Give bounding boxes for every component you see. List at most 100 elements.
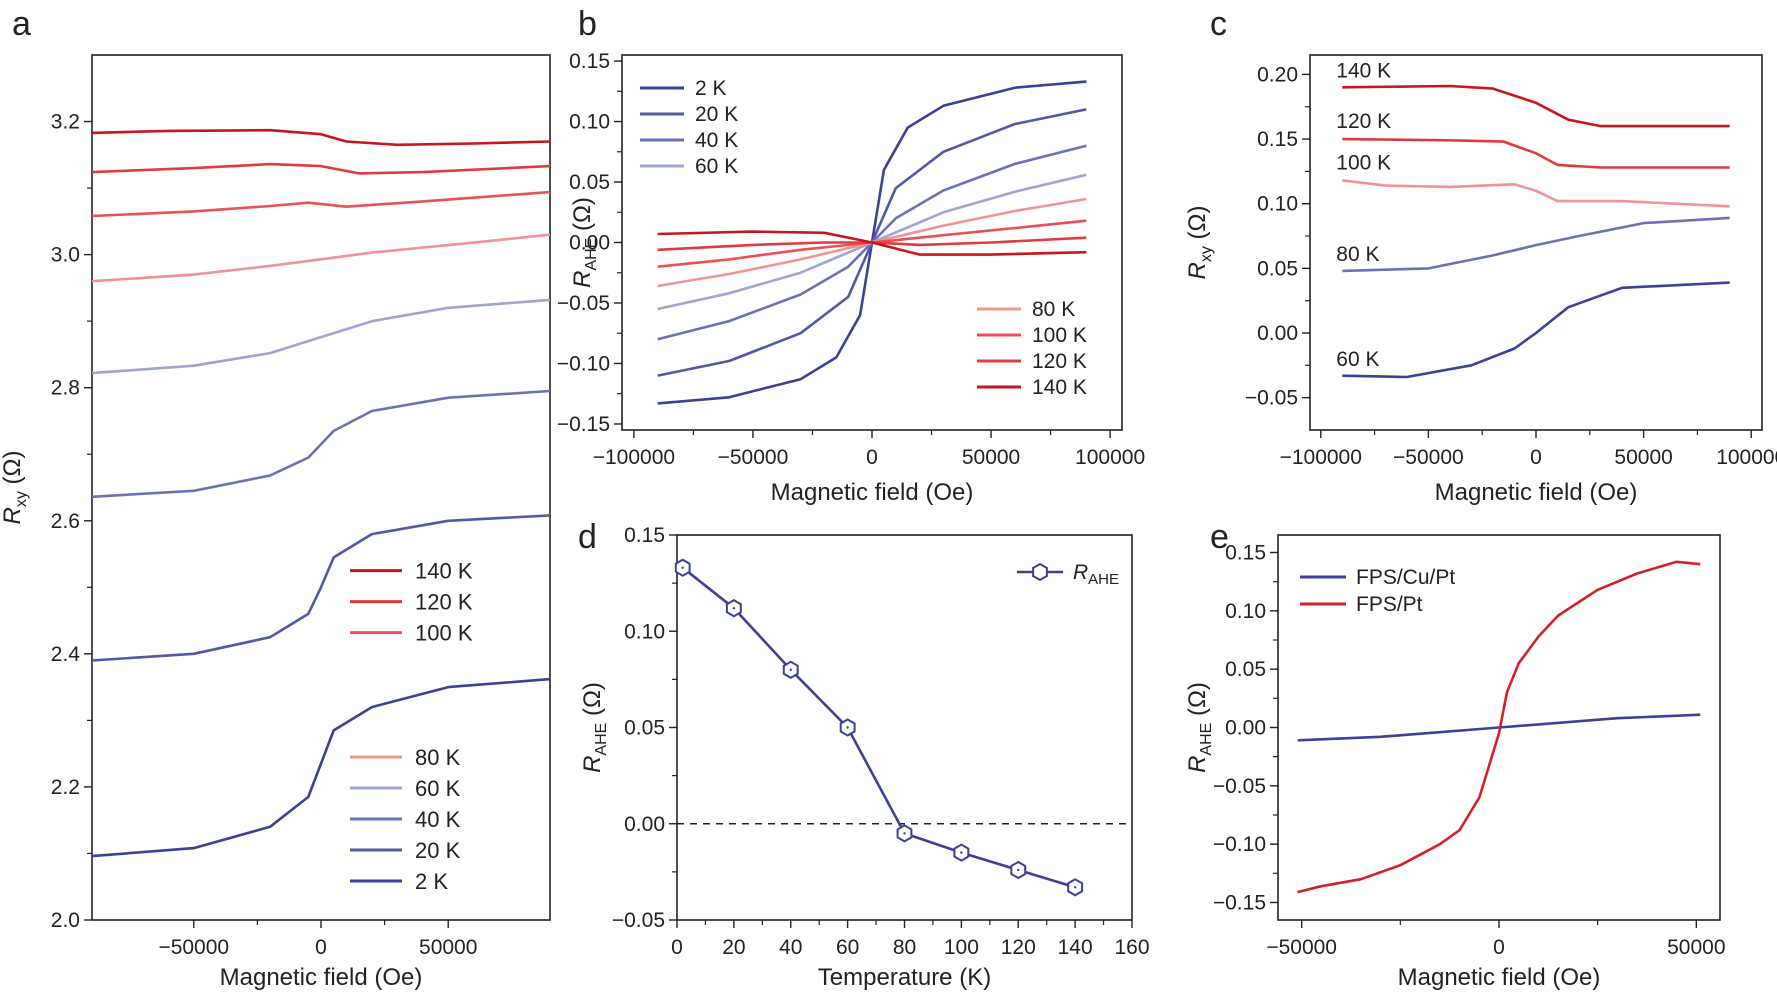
legend-label: 80 K (415, 745, 461, 770)
y-tick-label-a: 3.0 (51, 244, 80, 267)
y-tick-label-e: 0.15 (1225, 542, 1266, 565)
y-tick-label-a: 3.2 (51, 111, 80, 134)
series-line-a-2 (91, 190, 551, 218)
y-tick-label-e: 0.10 (1225, 600, 1266, 623)
y-tick-label-a: 2.4 (51, 643, 81, 666)
y-tick-label-a: 2.2 (51, 776, 80, 799)
y-tick-label-c: −0.05 (1245, 387, 1298, 410)
x-tick-label-d: 20 (722, 936, 745, 959)
series-line-a-1 (91, 162, 551, 175)
y-tick-label-d: 0.15 (624, 524, 665, 547)
series-line-a-0 (91, 128, 551, 147)
x-tick-label-e: 50000 (1667, 936, 1725, 959)
x-tick-label-c: 0 (1530, 446, 1542, 469)
y-label-sub: AHE (1198, 723, 1215, 756)
y-tick-label-d: 0.10 (624, 620, 665, 643)
x-tick-label-a: 50000 (419, 936, 477, 959)
panel-letter-a: a (12, 5, 31, 43)
panel-b: b −100000 −50000 0 50000 100000 −0.15 −0.10 −0.0… (557, 5, 1145, 506)
series-inline-label: 120 K (1336, 110, 1391, 133)
y-tick-label-b: −0.05 (557, 292, 610, 315)
legend-label: 2 K (695, 77, 727, 100)
y-label-sub: xy (1198, 246, 1215, 262)
series-inline-label: 60 K (1336, 348, 1379, 371)
panel-e: e −50000 0 50000 −0.15 −0.10 −0.05 0.00 0.05 0.10… (1184, 518, 1726, 991)
x-axis-label-d: Temperature (K) (818, 964, 991, 991)
legend-marker (1032, 562, 1048, 582)
x-tick-label-e: −50000 (1266, 936, 1337, 959)
legend-label: 80 K (1032, 298, 1075, 321)
y-label-unit: (Ω) (0, 451, 26, 492)
y-tick-label-d: 0.05 (624, 717, 665, 740)
y-label-unit: (Ω) (1184, 682, 1211, 723)
legend-label: 140 K (1032, 376, 1087, 399)
data-point-dot (1073, 886, 1077, 889)
legend-label: 2 K (415, 869, 448, 894)
series-inline-label: 140 K (1336, 60, 1391, 83)
legend-label: 120 K (415, 590, 473, 615)
data-point-dot (732, 606, 736, 610)
legend-label: 40 K (695, 129, 738, 152)
series-line-a-7 (91, 677, 551, 858)
data-point-dot (903, 832, 906, 835)
x-tick-label-c: −100000 (1280, 446, 1362, 469)
panel-letter-d: d (578, 518, 597, 556)
y-label-sub: AHE (593, 723, 610, 756)
legend-label: FPS/Pt (1356, 593, 1423, 616)
series-line-c-0 (1342, 84, 1730, 128)
x-axis-label-a: Magnetic field (Oe) (220, 964, 423, 991)
x-tick-label-d: 120 (1001, 936, 1036, 959)
panel-d: d 0 20 40 60 80 100 120 140 160 −0.05 0.00 0.05 0.10 0… (578, 518, 1150, 991)
x-tick-label-b: −50000 (718, 446, 789, 469)
series-line-a-3 (91, 233, 551, 283)
series-line-a-4 (91, 298, 551, 375)
y-tick-label-c: 0.20 (1257, 63, 1298, 86)
y-tick-label-a: 2.6 (51, 510, 80, 533)
y-label-main: R (0, 507, 26, 524)
plot-frame-d (676, 534, 1133, 921)
y-tick-label-b: 0.15 (569, 50, 610, 73)
x-tick-label-d: 40 (779, 936, 802, 959)
series-line-b-7 (657, 230, 1087, 256)
panel-a: a −50000 0 50000 2.0 2.2 2.4 2.6 2.8 3.0 3.2 Magnet… (0, 5, 551, 991)
legend-label: 60 K (695, 155, 738, 178)
series-line-c-4 (1342, 281, 1730, 379)
y-tick-label-c: 0.05 (1257, 257, 1298, 280)
y-axis-label-d: RAHE (Ω) (579, 682, 610, 773)
data-point-dot (846, 726, 849, 729)
y-label-sub: xy (13, 491, 30, 507)
y-label-unit: (Ω) (579, 682, 606, 723)
y-tick-label-e: −0.15 (1213, 892, 1266, 915)
x-axis-label-b: Magnetic field (Oe) (771, 479, 974, 506)
x-tick-label-c: 100000 (1716, 446, 1777, 469)
y-axis-label-c: Rxy (Ω) (1184, 206, 1215, 280)
y-tick-label-b: 0.00 (569, 232, 610, 255)
legend-label: RAHE (1073, 561, 1119, 588)
legend-label: 40 K (415, 807, 461, 832)
y-tick-label-d: −0.05 (612, 909, 665, 932)
data-point-dot (1017, 868, 1020, 872)
y-label-unit: (Ω) (1184, 206, 1211, 247)
y-axis-label-a: Rxy (Ω) (0, 451, 30, 525)
y-tick-label-e: 0.00 (1225, 717, 1266, 740)
x-tick-label-b: 50000 (962, 446, 1020, 469)
data-point-dot (960, 851, 963, 854)
data-point-dot (681, 566, 684, 569)
x-tick-label-e: 0 (1493, 936, 1505, 959)
series-line-d-0 (681, 566, 1076, 889)
y-tick-label-c: 0.10 (1257, 193, 1298, 216)
legend-label: 20 K (415, 838, 461, 863)
legend-label: 20 K (695, 103, 738, 126)
y-tick-label-a: 2.0 (51, 909, 80, 932)
plot-frame-a (91, 54, 551, 921)
y-label-main: R (1184, 262, 1211, 279)
x-tick-label-b: 100000 (1075, 446, 1145, 469)
x-axis-label-e: Magnetic field (Oe) (1398, 964, 1601, 991)
y-label-sub: AHE (583, 238, 600, 271)
legend-label: 100 K (1032, 324, 1087, 347)
panel-letter-b: b (578, 5, 597, 43)
x-axis-label-c: Magnetic field (Oe) (1435, 479, 1638, 506)
y-axis-label-e: RAHE (Ω) (1184, 682, 1215, 773)
panel-c: c −100000 −50000 0 50000 100000 −0.05 0.00 0.05 0… (1184, 5, 1777, 506)
